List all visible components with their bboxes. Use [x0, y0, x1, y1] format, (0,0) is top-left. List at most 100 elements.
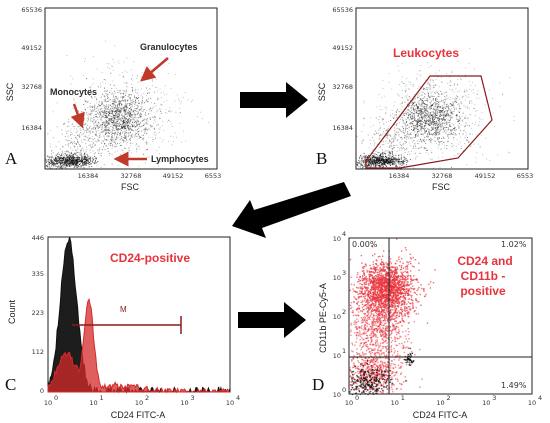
scatter-point [111, 87, 113, 89]
scatter-point [425, 152, 427, 153]
scatter-point [166, 121, 168, 123]
scatter-point [104, 126, 106, 128]
scatter-point [129, 115, 130, 117]
scatter-point [137, 129, 139, 130]
scatter-point [429, 121, 431, 123]
scatter-point [129, 116, 131, 118]
scatter-point [135, 102, 137, 103]
scatter-point [108, 154, 110, 156]
scatter-point [111, 164, 113, 166]
scatter-point [374, 142, 376, 144]
scatter-point [100, 117, 102, 119]
scatter-point [124, 148, 126, 149]
scatter-point [83, 138, 85, 140]
scatter-point [426, 113, 428, 115]
scatter-point [475, 97, 477, 99]
scatter-point [442, 152, 444, 154]
scatter-point [66, 156, 68, 158]
scatter-point [418, 93, 420, 95]
scatter-point [128, 119, 130, 121]
scatter-point [117, 103, 119, 105]
scatter-point [95, 129, 97, 131]
scatter-point [65, 161, 67, 163]
scatter-point [421, 124, 423, 125]
scatter-point [371, 160, 373, 162]
scatter-point [438, 131, 440, 133]
scatter-point [412, 147, 414, 149]
scatter-point [434, 103, 436, 105]
scatter-point [454, 97, 456, 99]
scatter-point [395, 134, 397, 136]
scatter-point [134, 95, 135, 97]
scatter-point [133, 116, 135, 118]
scatter-point [406, 162, 408, 164]
scatter-point [423, 147, 425, 149]
scatter-point [380, 165, 382, 167]
scatter-point [416, 73, 418, 75]
scatter-point [424, 114, 426, 116]
scatter-point [108, 108, 110, 110]
scatter-point [365, 156, 367, 158]
scatter-point [435, 105, 437, 107]
scatter-point [124, 122, 126, 123]
scatter-point [449, 88, 451, 90]
scatter-point [417, 124, 419, 126]
scatter-point [425, 115, 427, 117]
scatter-point [115, 101, 117, 103]
scatter-point [73, 161, 74, 162]
scatter-point [144, 128, 146, 130]
scatter-point [373, 144, 375, 146]
scatter-point [123, 122, 125, 124]
scatter-point [158, 132, 160, 133]
scatter-point [421, 133, 423, 135]
granulocytes-label: Granulocytes [140, 42, 198, 52]
scatter-point [112, 80, 114, 82]
scatter-point [66, 163, 68, 165]
scatter-point [150, 108, 151, 110]
scatter-point [126, 82, 128, 84]
scatter-point [141, 103, 142, 105]
scatter-point [400, 157, 402, 159]
scatter-point [382, 274, 384, 276]
scatter-point [375, 132, 377, 134]
scatter-point [362, 166, 363, 168]
scatter-point [162, 139, 164, 141]
scatter-point [359, 163, 361, 164]
scatter-point [361, 164, 362, 165]
scatter-point [403, 159, 405, 161]
scatter-point [412, 115, 414, 117]
scatter-point [377, 289, 380, 291]
scatter-point [71, 154, 73, 156]
scatter-point [99, 105, 101, 107]
scatter-point [62, 166, 64, 168]
scatter-point [79, 157, 81, 159]
scatter-point [65, 158, 67, 160]
scatter-point [398, 163, 400, 165]
scatter-point [101, 122, 103, 124]
scatter-point [391, 88, 393, 90]
scatter-point [437, 139, 439, 141]
scatter-point [457, 84, 458, 86]
scatter-point [116, 111, 118, 113]
scatter-point [413, 117, 414, 119]
scatter-point [63, 122, 65, 124]
scatter-point [122, 93, 124, 95]
scatter-point [414, 131, 416, 133]
scatter-point [396, 123, 398, 125]
scatter-point [418, 120, 420, 121]
scatter-point [432, 87, 434, 89]
scatter-point [375, 150, 377, 152]
scatter-point [437, 99, 438, 100]
scatter-point [420, 111, 422, 113]
scatter-point [449, 121, 451, 123]
scatter-point [144, 118, 146, 120]
scatter-point [364, 159, 366, 161]
scatter-point [85, 136, 87, 138]
scatter-point [114, 104, 116, 106]
panel-c-ytick: 223 [32, 309, 44, 317]
scatter-point [125, 137, 126, 139]
scatter-point [162, 120, 164, 122]
scatter-point [421, 125, 423, 127]
scatter-point [74, 162, 75, 164]
scatter-point [413, 287, 416, 290]
